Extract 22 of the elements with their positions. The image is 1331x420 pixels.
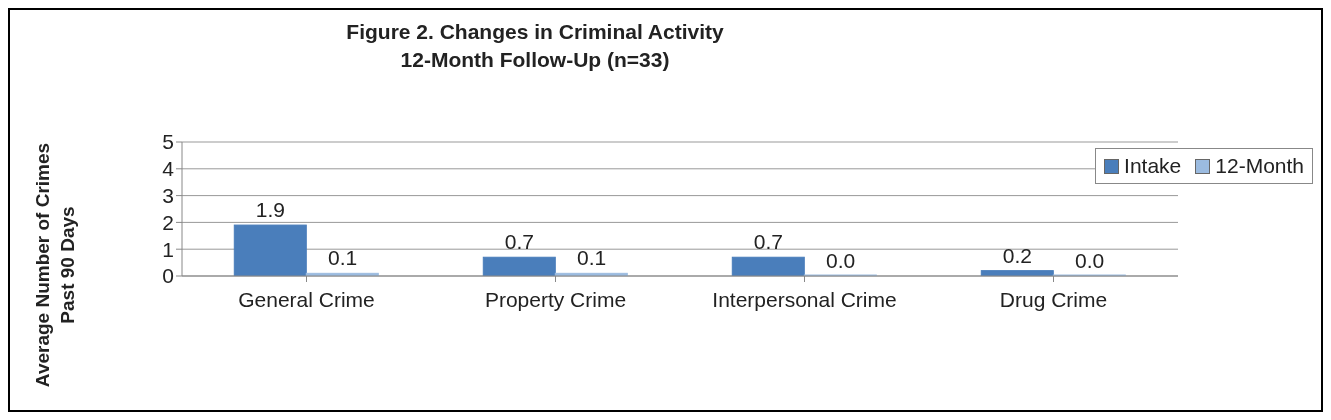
x-tick-label: Interpersonal Crime bbox=[712, 287, 897, 311]
x-tick-label: Drug Crime bbox=[999, 287, 1108, 311]
data-label: 1.9 bbox=[255, 198, 285, 222]
y-axis-title: Average Number of Crimes Past 90 Days bbox=[31, 141, 79, 390]
y-tick-label: 5 bbox=[162, 130, 174, 154]
legend-label: Intake bbox=[1124, 153, 1182, 179]
chart-title: Figure 2. Changes in Criminal Activity 12-Month Follow-Up (n=33) bbox=[345, 19, 725, 73]
y-tick-label: 2 bbox=[162, 210, 174, 234]
x-tick-label: General Crime bbox=[238, 287, 375, 311]
data-label: 0.0 bbox=[826, 249, 856, 272]
data-label: 0.1 bbox=[577, 246, 607, 270]
y-tick-label: 4 bbox=[162, 157, 175, 181]
data-label: 0.1 bbox=[328, 246, 358, 270]
legend-label: 12-Month bbox=[1215, 153, 1304, 179]
y-tick-label: 1 bbox=[162, 237, 174, 261]
x-tick-label: Property Crime bbox=[484, 287, 627, 311]
data-label: 0.0 bbox=[1075, 249, 1105, 272]
data-label: 0.7 bbox=[504, 230, 534, 254]
y-tick-label: 3 bbox=[162, 184, 174, 208]
data-label: 0.7 bbox=[753, 230, 783, 254]
y-tick-label: 0 bbox=[162, 264, 174, 288]
data-label: 0.2 bbox=[1002, 243, 1032, 267]
